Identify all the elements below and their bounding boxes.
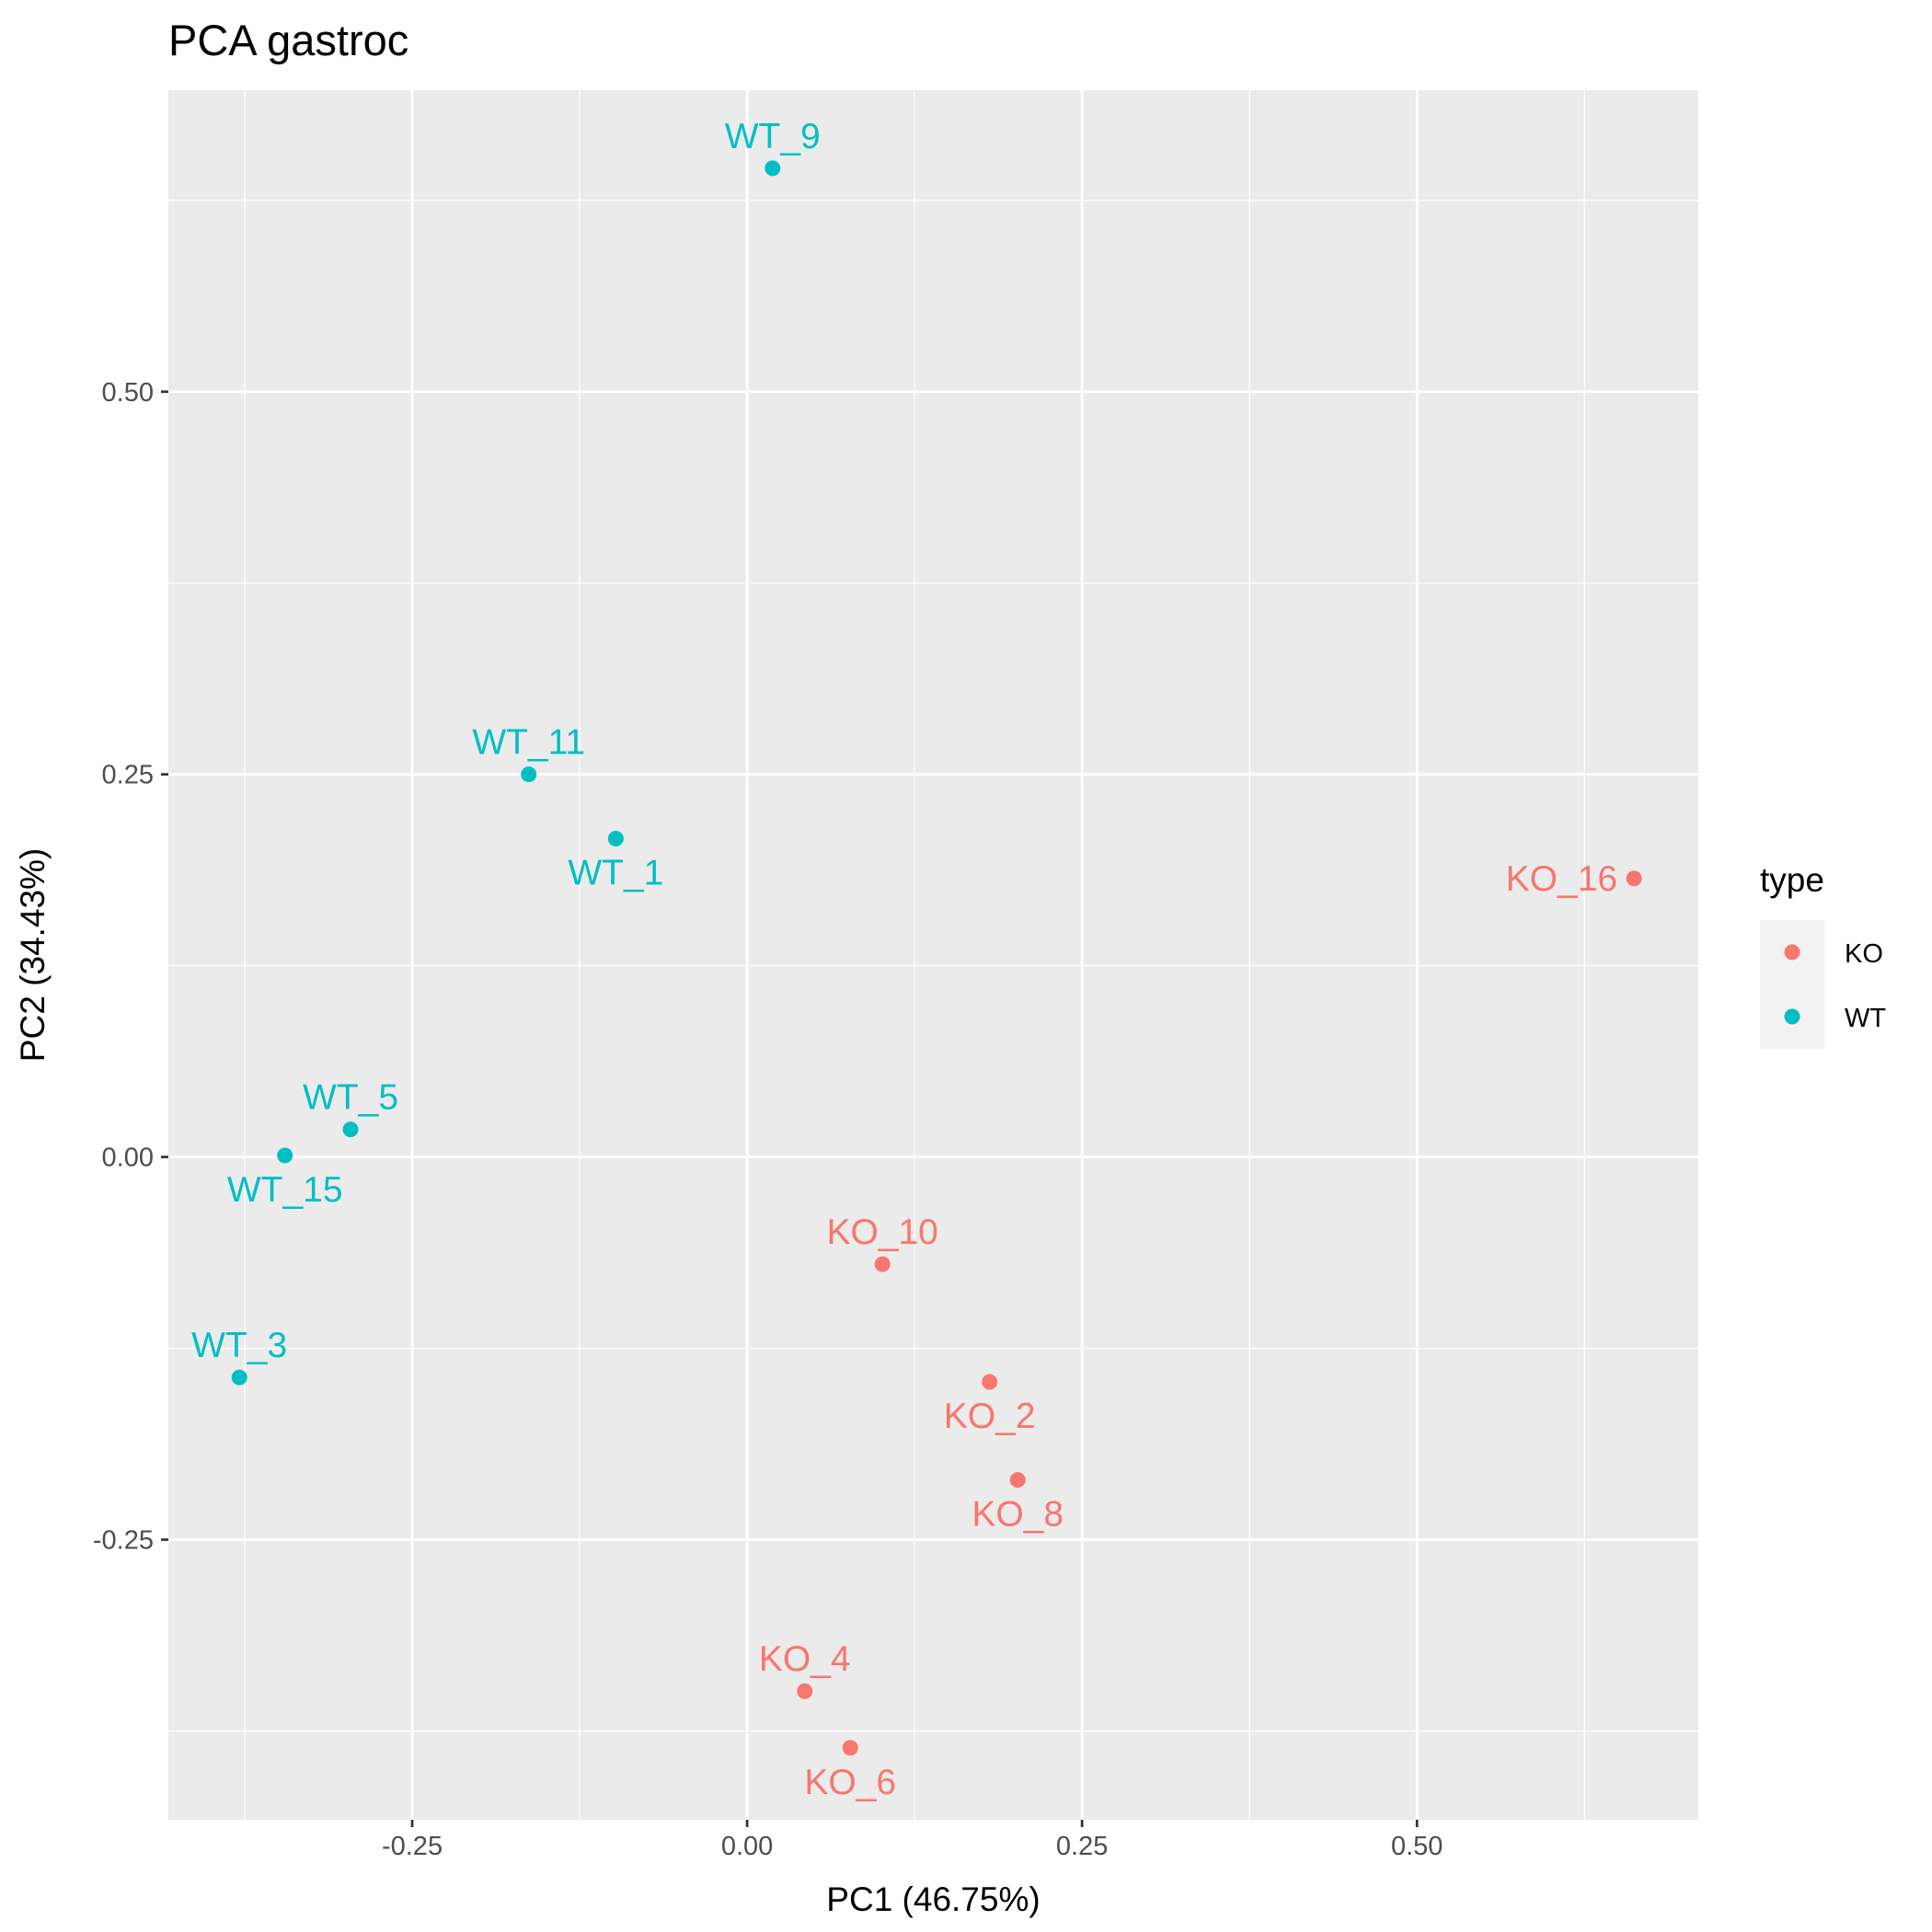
data-point-ko-8 <box>1009 1472 1026 1489</box>
data-point-ko-6 <box>842 1740 858 1756</box>
y-tick-label: -0.25 <box>93 1526 154 1556</box>
legend-keys-background <box>1760 920 1824 1049</box>
legend: type KO WT <box>1760 861 1886 1049</box>
point-label-wt-15: WT_15 <box>227 1170 343 1210</box>
data-point-wt-3 <box>231 1369 247 1386</box>
point-labels: KO_16 KO_10 KO_2 KO_8 KO_4 KO_6 WT_9 WT_11 WT_1 W… <box>191 117 1617 1802</box>
point-label-ko-6: KO_6 <box>804 1763 896 1802</box>
point-label-wt-1: WT_1 <box>568 854 663 893</box>
plot-panel <box>168 90 1698 1820</box>
point-label-ko-8: KO_8 <box>972 1495 1064 1535</box>
data-point-wt-5 <box>342 1121 359 1138</box>
data-points <box>231 160 1642 1756</box>
data-point-ko-4 <box>797 1683 813 1699</box>
point-label-ko-16: KO_16 <box>1506 859 1617 899</box>
data-point-wt-9 <box>765 160 781 177</box>
y-tick-label: 0.50 <box>102 378 154 408</box>
point-label-wt-11: WT_11 <box>472 723 585 763</box>
y-axis-title: PC2 (34.43%) <box>14 848 52 1062</box>
legend-label-ko: KO <box>1845 939 1883 969</box>
y-axis: -0.25 0.00 0.25 0.50 <box>93 378 168 1556</box>
point-label-wt-5: WT_5 <box>303 1078 398 1118</box>
x-tick-label: -0.25 <box>382 1832 443 1861</box>
x-tick-label: 0.25 <box>1056 1832 1108 1861</box>
legend-key-ko <box>1784 944 1800 960</box>
data-point-wt-11 <box>521 766 537 783</box>
data-point-wt-1 <box>607 831 624 847</box>
data-point-ko-16 <box>1626 870 1642 887</box>
point-label-wt-9: WT_9 <box>725 117 821 156</box>
x-tick-label: 0.50 <box>1391 1832 1443 1861</box>
point-label-ko-4: KO_4 <box>759 1639 851 1679</box>
data-point-ko-2 <box>982 1374 998 1390</box>
point-label-ko-10: KO_10 <box>826 1213 937 1252</box>
y-tick-label: 0.00 <box>102 1144 154 1173</box>
legend-label-wt: WT <box>1845 1004 1886 1033</box>
data-point-ko-10 <box>874 1256 891 1272</box>
point-label-wt-3: WT_3 <box>191 1326 287 1365</box>
y-tick-label: 0.25 <box>102 761 154 790</box>
x-axis: -0.25 0.00 0.25 0.50 <box>382 1820 1443 1861</box>
point-label-ko-2: KO_2 <box>944 1397 1036 1436</box>
major-gridlines <box>168 90 1698 1820</box>
minor-gridlines <box>168 90 1698 1820</box>
x-axis-title: PC1 (46.75%) <box>826 1880 1040 1918</box>
chart-title: PCA gastroc <box>168 16 408 64</box>
legend-title: type <box>1760 861 1824 899</box>
data-point-wt-15 <box>277 1147 293 1164</box>
legend-key-wt <box>1784 1008 1800 1025</box>
x-tick-label: 0.00 <box>721 1832 773 1861</box>
